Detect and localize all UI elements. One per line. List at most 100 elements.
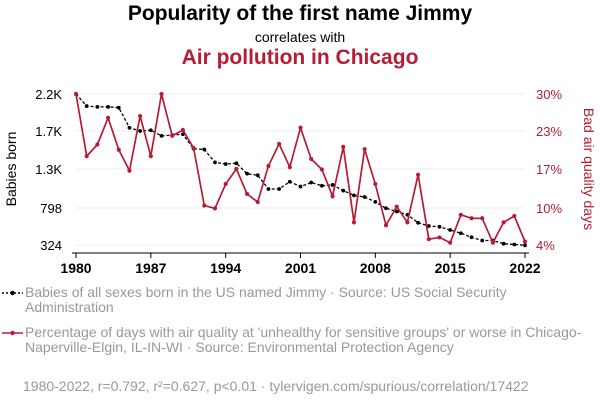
legend-line-black-icon [2,290,23,296]
data-point-babies [266,187,271,191]
series-bad-air-days [73,91,528,245]
data-point-babies [512,242,517,247]
data-point-air [170,133,175,138]
data-point-air [212,206,218,211]
y-right-tick-label: 10% [536,201,562,216]
data-point-air [490,240,496,245]
data-point-air [138,113,143,119]
y-left-tick-label: 798 [40,201,62,216]
data-point-air [180,127,186,133]
data-point-air [105,115,111,120]
data-point-air [448,240,453,245]
data-point-air [244,191,250,196]
data-point-babies [480,238,485,243]
data-point-babies [181,132,185,137]
x-tick-label: 2022 [509,260,540,276]
data-point-babies [458,231,463,236]
data-point-air [159,91,164,97]
series-line-air [75,93,526,245]
data-point-air [223,181,228,187]
chart-subtitle: correlates with [254,29,346,45]
legend-line-red-icon [2,330,23,336]
y-right-tick-label: 4% [536,238,555,253]
data-point-air [234,166,239,172]
data-point-babies [448,228,453,232]
data-point-air [148,154,153,159]
data-point-babies [127,125,132,130]
data-point-air [255,199,260,205]
data-point-air [95,142,100,147]
data-point-air [458,212,463,217]
data-point-air [127,168,132,173]
data-point-air [415,172,421,177]
x-tick-label: 2015 [435,260,466,276]
y-right-tick-label: 30% [536,87,562,102]
data-point-babies [245,171,249,176]
data-point-babies [352,193,356,198]
legend-label-babies: Babies of all sexes born in the US named… [25,284,507,315]
x-tick-label: 1980 [60,260,91,276]
data-point-babies [213,160,217,165]
data-point-babies [95,104,100,109]
data-point-air [330,194,335,199]
footer-stats: 1980-2022, r=0.792, r²=0.627, p<0.01 · t… [23,378,529,394]
data-point-air [84,154,89,159]
y-right-tick-label: 17% [536,162,562,177]
data-point-air [362,147,367,152]
data-point-air [116,147,121,152]
legend-label-air: Percentage of days with air quality at '… [25,324,582,355]
data-point-air [287,165,292,170]
data-point-babies [523,243,527,248]
x-tick-label: 1987 [135,260,166,276]
data-point-air [277,141,282,147]
data-point-babies [319,183,324,188]
y-left-tick-label: 2.2K [35,87,62,102]
data-point-babies [223,162,228,166]
data-point-air [309,156,314,162]
data-point-babies [298,184,303,189]
data-point-babies [469,235,474,240]
y-left-tick-label: 324 [40,238,62,253]
data-point-air [341,144,346,149]
data-point-air [202,203,207,208]
data-point-air [383,223,389,228]
data-point-babies [416,220,420,225]
data-point-babies [394,209,399,214]
data-point-air [191,145,196,151]
data-point-babies [384,206,388,211]
data-point-air [405,220,410,225]
data-point-babies [373,199,378,204]
x-tick-label: 1994 [210,260,241,276]
data-point-air [298,125,303,130]
data-point-babies [309,180,314,185]
data-point-air [73,91,79,97]
data-point-babies [362,195,367,199]
chart-title-secondary: Air pollution in Chicago [181,46,419,69]
data-point-babies [437,224,442,229]
data-point-babies [501,241,506,246]
data-point-babies [84,104,89,108]
data-point-babies [277,187,282,191]
data-point-air [351,220,357,225]
data-point-babies [234,161,239,166]
x-tick-label: 2008 [360,260,391,276]
data-point-babies [255,173,260,178]
data-point-babies [330,183,335,187]
data-point-babies [116,105,121,110]
data-point-babies [202,147,207,152]
data-point-babies [106,104,110,109]
data-point-air [426,237,431,242]
y-left-axis-title: Babies born [3,132,19,207]
data-point-air [480,216,485,221]
data-point-babies [159,133,164,138]
data-point-air [522,239,528,244]
data-point-babies [341,188,346,193]
chart-title: Popularity of the first name Jimmy [127,2,473,25]
data-point-babies [138,129,143,133]
x-tick-label: 2001 [285,260,316,276]
y-right-axis-title: Bad air quality days [581,108,597,230]
data-point-air [512,213,517,219]
data-point-air [469,216,474,221]
data-point-babies [426,224,431,228]
